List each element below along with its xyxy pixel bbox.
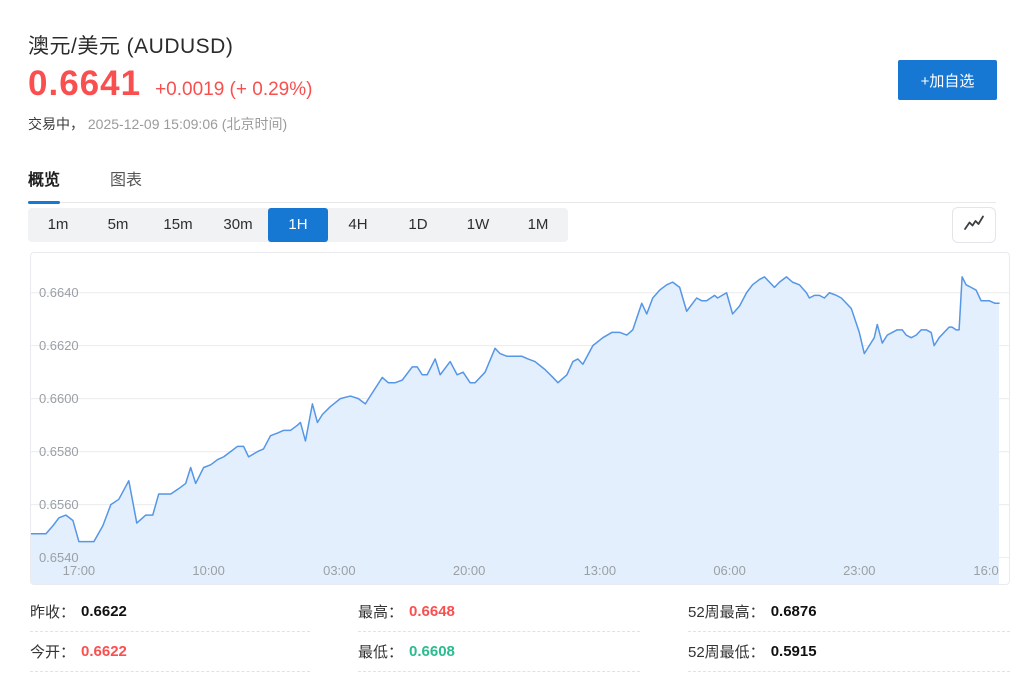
svg-text:06:00: 06:00 <box>713 563 745 578</box>
price-chart-svg: 0.6640 0.6620 0.6600 0.6580 0.6560 0.654017:0… <box>31 276 1009 584</box>
stat-value: 0.6622 <box>81 643 127 660</box>
interval-1m-month[interactable]: 1M <box>508 208 568 242</box>
stats-column-1: 昨收： 0.6622 今开： 0.6622 <box>30 592 310 672</box>
svg-text:20:00: 20:00 <box>453 563 485 578</box>
stat-value: 0.6608 <box>409 643 455 660</box>
interval-button-group: 1m 5m 15m 30m 1H 4H 1D 1W 1M <box>28 208 568 242</box>
quote-datetime: 2025-12-09 15:09:06 <box>87 116 218 132</box>
svg-text:0.6540: 0.6540 <box>39 550 79 565</box>
price-chart-panel[interactable]: 0.6640 0.6620 0.6600 0.6580 0.6560 0.6540 17:0… <box>30 252 1010 585</box>
stat-day-high: 最高： 0.6648 <box>358 592 640 632</box>
interval-30m[interactable]: 30m <box>208 208 268 242</box>
page-title: 澳元/美元 (AUDUSD) <box>28 35 234 58</box>
svg-text:16:0: 16:0 <box>973 563 998 578</box>
add-watchlist-button[interactable]: +加自选 <box>898 60 997 100</box>
interval-4h[interactable]: 4H <box>328 208 388 242</box>
line-chart-icon <box>962 213 986 238</box>
stat-52w-high: 52周最高： 0.6876 <box>688 592 1010 632</box>
timezone-label: (北京时间) <box>221 116 288 132</box>
stat-label: 52周最高： <box>688 604 765 621</box>
price-change: +0.0019 (+ 0.29%) <box>155 79 313 100</box>
stat-value: 0.5915 <box>770 643 817 660</box>
svg-text:0.6560: 0.6560 <box>39 497 79 512</box>
tab-overview[interactable]: 概览 <box>28 160 61 204</box>
stat-label: 最低： <box>358 644 404 661</box>
stat-52w-low: 52周最低： 0.5915 <box>688 632 1010 672</box>
interval-5m[interactable]: 5m <box>88 208 148 242</box>
svg-text:03:00: 03:00 <box>323 563 355 578</box>
svg-text:0.6640: 0.6640 <box>39 285 79 300</box>
stat-value: 0.6622 <box>81 603 127 620</box>
stat-today-open: 今开： 0.6622 <box>30 632 310 672</box>
tab-bar: 概览 图表 <box>28 160 996 204</box>
current-price: 0.6641 <box>28 64 142 103</box>
stats-column-2: 最高： 0.6648 最低： 0.6608 <box>358 592 640 672</box>
svg-text:0.6600: 0.6600 <box>39 391 79 406</box>
interval-15m[interactable]: 15m <box>148 208 208 242</box>
trading-status: 交易中， <box>28 116 84 132</box>
svg-text:17:00: 17:00 <box>63 563 95 578</box>
stat-prev-close: 昨收： 0.6622 <box>30 592 310 632</box>
interval-1d[interactable]: 1D <box>388 208 448 242</box>
interval-1m[interactable]: 1m <box>28 208 88 242</box>
stats-section: 昨收： 0.6622 今开： 0.6622 最高： 0.6648 最低： 0.6… <box>30 592 1010 672</box>
stat-day-low: 最低： 0.6608 <box>358 632 640 672</box>
svg-text:0.6580: 0.6580 <box>39 444 79 459</box>
interval-1w[interactable]: 1W <box>448 208 508 242</box>
svg-text:0.6620: 0.6620 <box>39 338 79 353</box>
tab-chart[interactable]: 图表 <box>110 172 143 189</box>
svg-text:10:00: 10:00 <box>192 563 224 578</box>
stat-label: 昨收： <box>30 604 76 621</box>
price-row: 0.6641 +0.0019 (+ 0.29%) <box>28 64 312 104</box>
stat-label: 今开： <box>30 644 76 661</box>
stat-value: 0.6876 <box>770 603 817 620</box>
svg-text:13:00: 13:00 <box>584 563 616 578</box>
stat-label: 52周最低： <box>688 644 765 661</box>
stats-column-3: 52周最高： 0.6876 52周最低： 0.5915 <box>688 592 1010 672</box>
trading-status-row: 交易中， 2025-12-09 15:09:06 (北京时间) <box>28 114 287 134</box>
chart-toolbar: 1m 5m 15m 30m 1H 4H 1D 1W 1M <box>28 207 996 243</box>
interval-1h[interactable]: 1H <box>268 208 328 242</box>
stat-value: 0.6648 <box>409 603 455 620</box>
stat-label: 最高： <box>358 604 404 621</box>
svg-text:23:00: 23:00 <box>843 563 875 578</box>
chart-type-button[interactable] <box>952 207 996 243</box>
